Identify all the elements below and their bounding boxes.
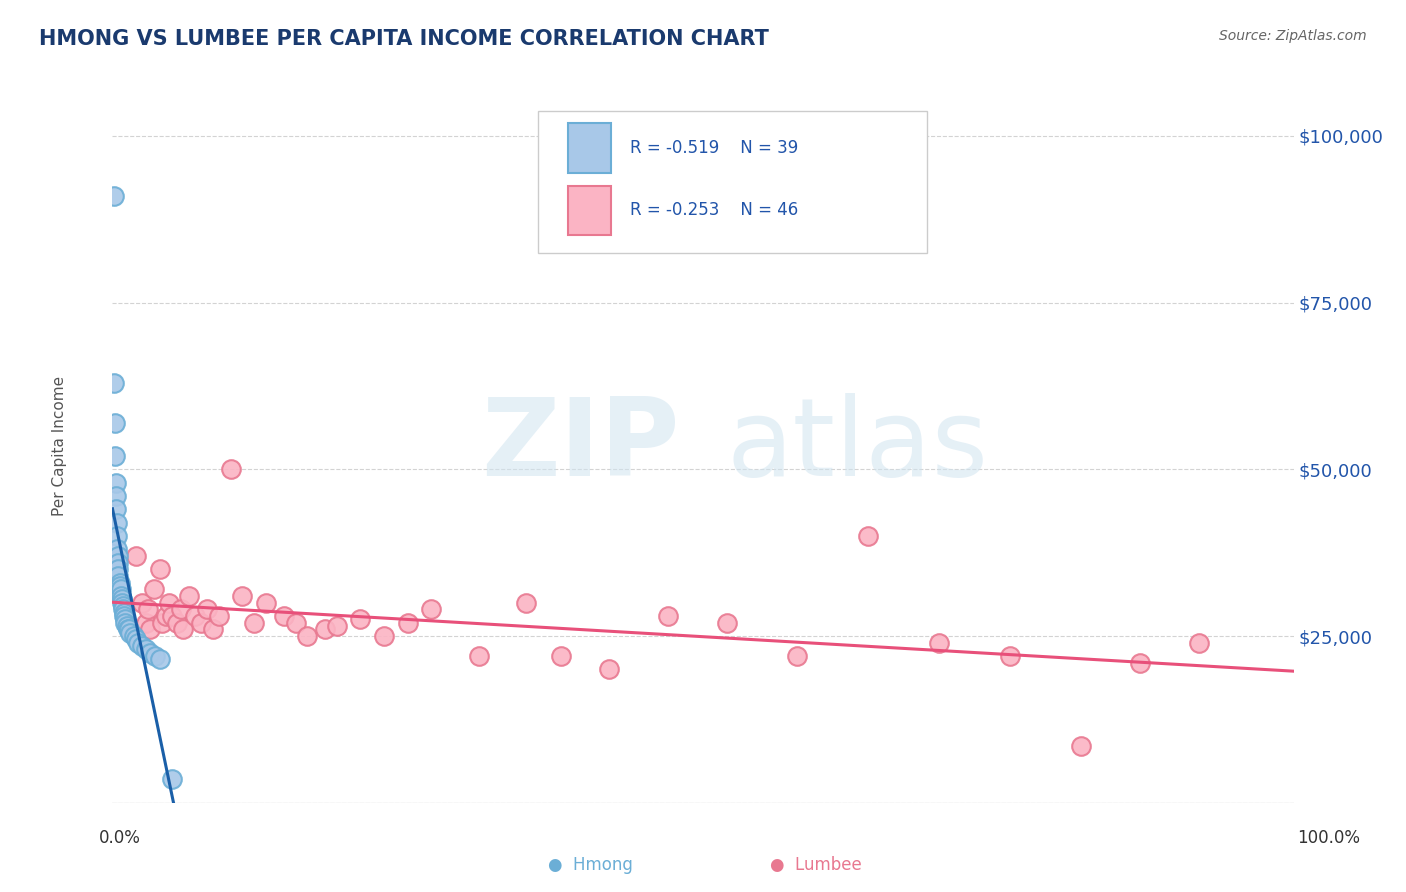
Point: [127, 636, 149, 650]
Point: [928, 636, 950, 650]
Point: [103, 189, 125, 203]
Point: [716, 615, 738, 630]
Point: [254, 596, 277, 610]
Point: [105, 475, 128, 490]
Point: [142, 582, 165, 597]
Point: [107, 569, 129, 583]
Point: [114, 612, 136, 626]
Point: [112, 602, 135, 616]
Text: Source: ZipAtlas.com: Source: ZipAtlas.com: [1219, 29, 1367, 43]
Text: ●  Hmong: ● Hmong: [548, 855, 633, 873]
Point: [195, 602, 218, 616]
Point: [150, 615, 173, 630]
Point: [858, 529, 880, 543]
Point: [104, 416, 127, 430]
Point: [420, 602, 443, 616]
Text: atlas: atlas: [727, 393, 988, 499]
Point: [170, 602, 193, 616]
Point: [120, 625, 142, 640]
Point: [108, 579, 131, 593]
Point: [297, 629, 319, 643]
Point: [131, 639, 153, 653]
Point: [786, 649, 808, 664]
Text: 100.0%: 100.0%: [1298, 829, 1360, 847]
Point: [1070, 739, 1092, 753]
Point: [105, 542, 128, 557]
Text: Per Capita Income: Per Capita Income: [52, 376, 67, 516]
Point: [1129, 656, 1152, 670]
Point: [105, 489, 128, 503]
Point: [105, 516, 128, 530]
Point: [135, 642, 157, 657]
Point: [139, 646, 162, 660]
Point: [396, 615, 419, 630]
Point: [110, 589, 132, 603]
Point: [201, 623, 224, 637]
Point: [112, 606, 135, 620]
Point: [190, 615, 212, 630]
Point: [115, 619, 138, 633]
Point: [149, 562, 172, 576]
Point: [184, 609, 207, 624]
Point: [107, 562, 129, 576]
Point: [326, 619, 349, 633]
Point: [998, 649, 1021, 664]
Point: [139, 623, 162, 637]
FancyBboxPatch shape: [568, 186, 610, 235]
Point: [103, 376, 125, 390]
Point: [112, 599, 135, 613]
Text: 0.0%: 0.0%: [98, 829, 141, 847]
Point: [160, 772, 183, 787]
Point: [314, 623, 336, 637]
Text: HMONG VS LUMBEE PER CAPITA INCOME CORRELATION CHART: HMONG VS LUMBEE PER CAPITA INCOME CORREL…: [39, 29, 769, 48]
Text: R = -0.253    N = 46: R = -0.253 N = 46: [630, 202, 799, 219]
Point: [125, 632, 148, 647]
FancyBboxPatch shape: [537, 111, 928, 253]
Text: R = -0.519    N = 39: R = -0.519 N = 39: [630, 139, 799, 157]
Point: [117, 623, 139, 637]
Point: [111, 596, 134, 610]
Point: [104, 449, 127, 463]
Point: [157, 596, 180, 610]
Point: [107, 549, 129, 563]
Point: [273, 609, 295, 624]
Point: [111, 592, 134, 607]
Point: [107, 556, 129, 570]
Point: [118, 623, 141, 637]
Point: [243, 615, 266, 630]
Point: [131, 596, 153, 610]
Point: [657, 609, 679, 624]
Point: [172, 623, 194, 637]
Point: [373, 629, 395, 643]
Point: [108, 575, 131, 590]
Point: [143, 649, 166, 664]
Point: [112, 609, 135, 624]
Point: [598, 662, 620, 676]
Point: [284, 615, 307, 630]
Point: [110, 582, 132, 597]
Point: [208, 609, 231, 624]
Point: [155, 609, 177, 624]
Point: [231, 589, 253, 603]
Point: [179, 589, 201, 603]
Point: [125, 549, 148, 563]
Point: [166, 615, 188, 630]
Point: [105, 502, 128, 516]
Point: [219, 462, 242, 476]
Point: [550, 649, 572, 664]
Point: [149, 652, 172, 666]
Point: [160, 609, 183, 624]
FancyBboxPatch shape: [568, 123, 610, 173]
Point: [515, 596, 537, 610]
Text: ●  Lumbee: ● Lumbee: [769, 855, 862, 873]
Point: [105, 529, 128, 543]
Text: ZIP: ZIP: [481, 393, 679, 499]
Point: [136, 602, 159, 616]
Point: [1188, 636, 1211, 650]
Point: [349, 612, 371, 626]
Point: [114, 615, 136, 630]
Point: [122, 629, 145, 643]
Point: [467, 649, 489, 664]
Point: [135, 615, 157, 630]
